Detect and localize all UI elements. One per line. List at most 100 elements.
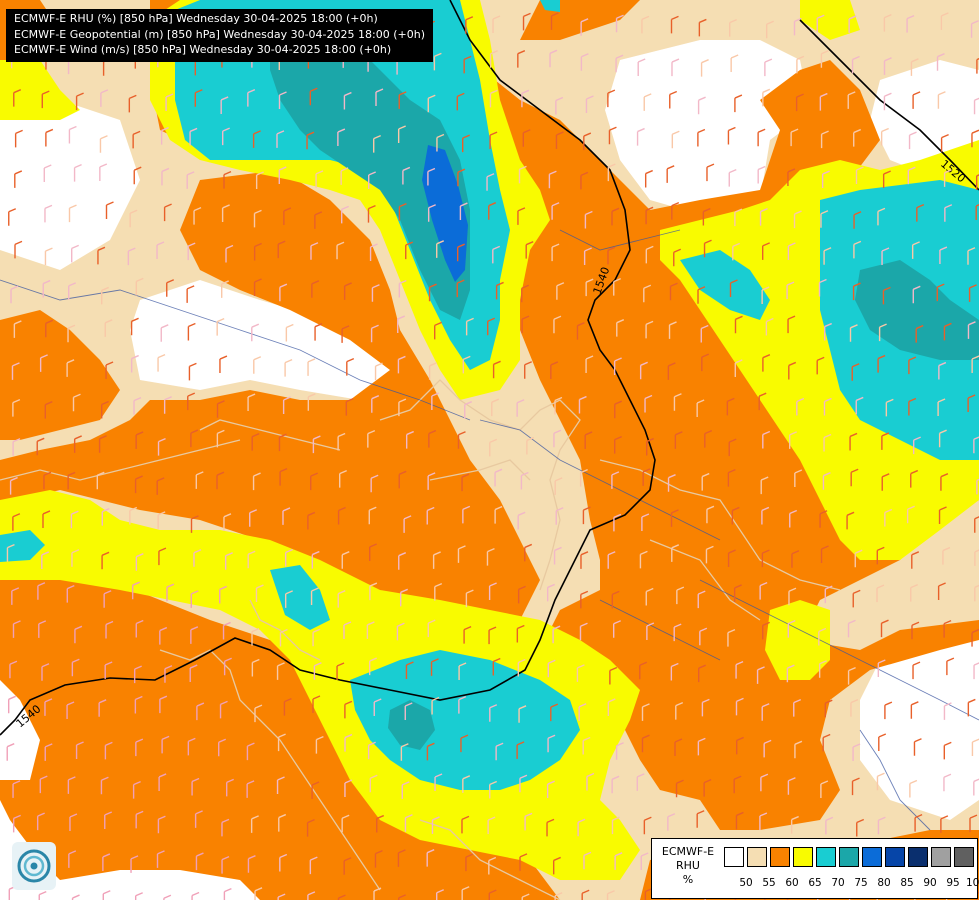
wind-barb — [312, 628, 321, 647]
wind-barb — [72, 393, 81, 412]
wind-barb — [796, 55, 805, 74]
wind-barb — [910, 583, 919, 602]
wind-barb — [283, 698, 292, 716]
wind-barb — [486, 173, 495, 191]
title-wind: ECMWF-E Wind (m/s) [850 hPa] Wednesday 3… — [14, 43, 392, 56]
wind-barb — [912, 661, 921, 680]
wind-barb — [66, 585, 75, 603]
wind-barb — [44, 401, 53, 419]
wind-barb — [131, 581, 140, 600]
wind-barb — [135, 810, 144, 829]
wind-barb — [578, 395, 587, 414]
wind-barb — [823, 397, 832, 416]
wind-barb — [160, 324, 169, 342]
wind-barb — [430, 658, 439, 676]
wind-barb — [938, 361, 947, 380]
wind-barb — [885, 398, 894, 417]
wind-barb — [431, 392, 440, 411]
wind-barb — [906, 505, 915, 524]
wind-barb — [524, 812, 533, 831]
wind-barb — [187, 737, 196, 756]
wind-barb — [943, 322, 952, 341]
wind-barb — [849, 324, 858, 342]
wind-barb — [344, 779, 353, 798]
wind-barb — [345, 398, 354, 416]
wind-barb — [937, 582, 946, 600]
wind-barb — [367, 204, 376, 223]
wind-barb — [133, 665, 142, 684]
wind-barb — [104, 811, 113, 829]
wind-barb — [908, 131, 917, 150]
rhu-orange-zone — [0, 310, 120, 440]
wind-barb — [223, 888, 232, 900]
wind-barb — [765, 20, 774, 39]
wind-barb — [461, 473, 470, 492]
wind-barb — [186, 171, 195, 189]
wind-barb — [71, 658, 80, 677]
wind-barb — [129, 506, 138, 525]
wind-barb — [101, 551, 110, 570]
wind-barb — [343, 282, 352, 300]
wind-barb — [790, 815, 799, 834]
wind-barb — [555, 507, 564, 525]
wind-barb — [376, 814, 385, 833]
coastline-borders — [0, 379, 841, 900]
wind-barb — [613, 435, 622, 454]
wind-barb — [940, 815, 949, 833]
wind-barb — [156, 850, 165, 868]
wind-barb — [819, 510, 828, 528]
rhu-orange-zone — [0, 170, 540, 630]
wind-barb — [337, 506, 346, 525]
wind-barb — [310, 587, 319, 605]
wind-barb — [487, 317, 495, 336]
wind-barb — [670, 15, 679, 34]
wind-barb — [487, 816, 496, 835]
wind-barb — [969, 814, 978, 833]
wind-barb — [820, 130, 829, 149]
legend-variable: RHU — [676, 859, 700, 872]
wind-barb — [44, 204, 53, 223]
wind-barb — [104, 661, 113, 679]
wind-barb — [576, 664, 585, 682]
wind-barb — [853, 128, 861, 147]
wind-barb — [307, 358, 316, 376]
wind-barb — [398, 552, 407, 570]
wind-barb — [341, 814, 350, 833]
wind-barb — [282, 396, 291, 414]
legend-unit: % — [682, 873, 694, 886]
wind-barb — [581, 889, 590, 900]
wind-barb — [427, 472, 436, 490]
wind-barb — [195, 852, 204, 871]
wind-barb — [555, 96, 564, 115]
wind-barb — [104, 741, 113, 760]
wind-barb — [582, 736, 591, 755]
wind-barb — [667, 362, 676, 380]
wind-barb — [639, 550, 648, 569]
wind-barb — [39, 354, 48, 372]
wind-barb — [398, 91, 407, 109]
wind-barb — [701, 353, 710, 372]
wind-barb — [456, 279, 465, 298]
wind-barb — [522, 129, 531, 147]
wind-barb — [613, 277, 622, 296]
wind-barb — [939, 246, 948, 265]
wind-barb — [68, 125, 77, 144]
wind-barb — [816, 356, 825, 375]
wind-barb — [219, 355, 228, 374]
wind-barb — [397, 125, 406, 144]
wind-barb — [464, 401, 473, 419]
wind-barb — [546, 583, 555, 602]
wind-barb — [492, 360, 501, 379]
wind-barb — [226, 778, 234, 797]
wind-barb — [608, 126, 617, 145]
wind-barb — [637, 58, 646, 76]
wind-barb — [645, 206, 654, 225]
wind-barb — [44, 698, 53, 716]
wind-barb — [221, 127, 230, 146]
wind-barb — [68, 850, 77, 868]
wind-barb — [398, 398, 407, 417]
wind-barb — [735, 660, 744, 679]
wind-barb — [847, 666, 856, 685]
legend-swatch — [885, 847, 905, 867]
